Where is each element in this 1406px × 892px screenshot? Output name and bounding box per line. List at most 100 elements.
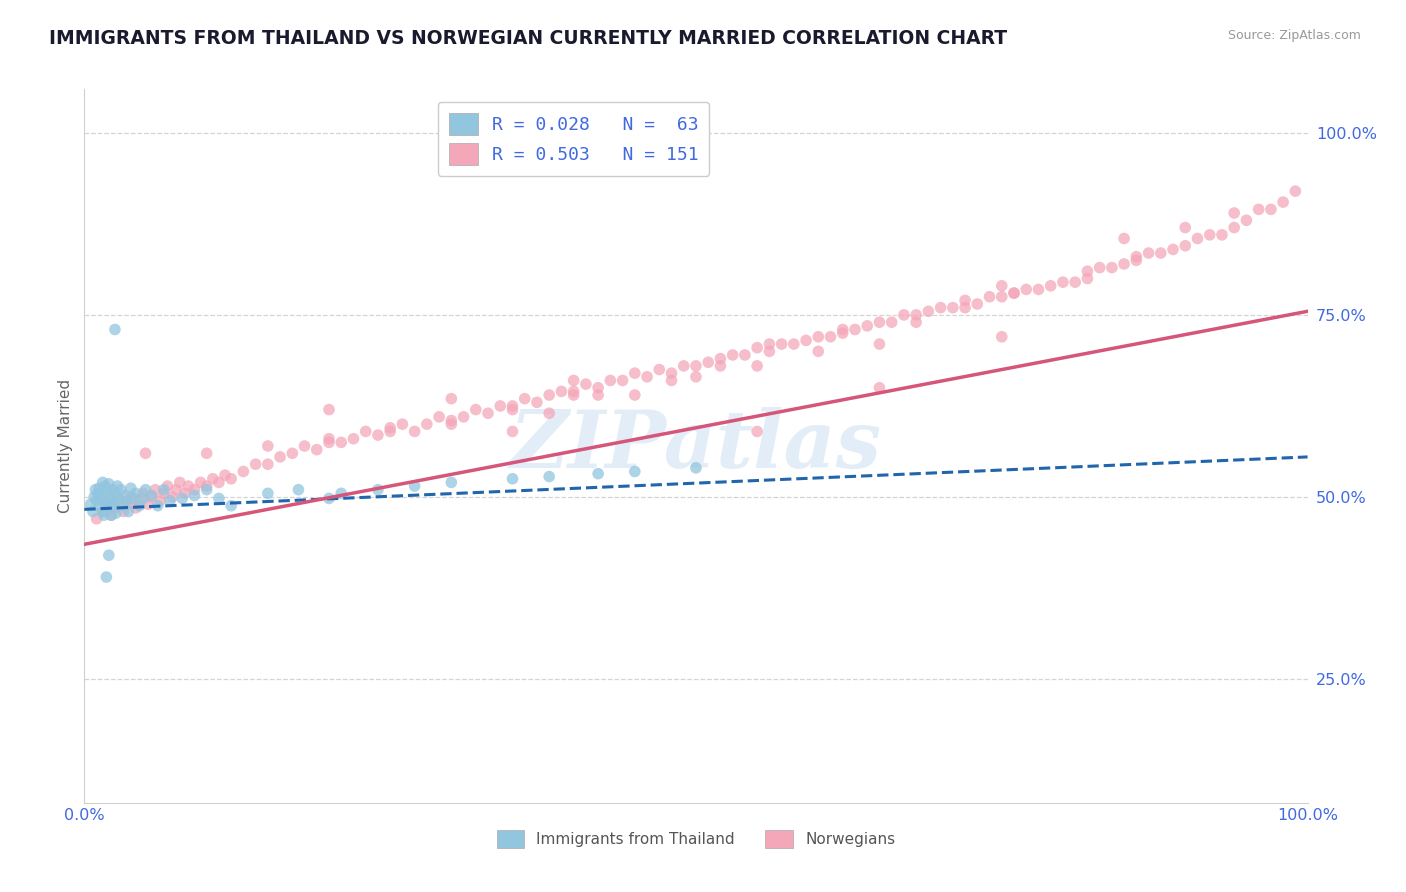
Point bbox=[96, 484, 118, 499]
Point bbox=[464, 402, 486, 417]
Legend: Immigrants from Thailand, Norwegians: Immigrants from Thailand, Norwegians bbox=[489, 822, 903, 855]
Point bbox=[195, 483, 218, 497]
Point bbox=[416, 417, 439, 432]
Point bbox=[110, 483, 132, 497]
Point bbox=[747, 341, 769, 355]
Point bbox=[758, 344, 780, 359]
Point bbox=[905, 315, 928, 329]
Point bbox=[112, 504, 135, 518]
Y-axis label: Currently Married: Currently Married bbox=[58, 379, 73, 513]
Point bbox=[709, 351, 731, 366]
Point bbox=[1174, 220, 1197, 235]
Point bbox=[132, 486, 155, 500]
Point bbox=[844, 322, 866, 336]
Point bbox=[697, 355, 720, 369]
Point bbox=[783, 337, 806, 351]
Point bbox=[114, 489, 136, 503]
Point bbox=[122, 491, 145, 506]
Point bbox=[966, 297, 988, 311]
Point bbox=[90, 489, 112, 503]
Point bbox=[502, 399, 524, 413]
Point bbox=[575, 377, 598, 392]
Point bbox=[208, 491, 231, 506]
Point bbox=[107, 491, 129, 506]
Point bbox=[661, 366, 683, 380]
Point bbox=[893, 308, 915, 322]
Point bbox=[1076, 264, 1098, 278]
Text: ZIPat⁠las: ZIPat⁠las bbox=[510, 408, 882, 484]
Point bbox=[245, 457, 267, 471]
Point bbox=[502, 472, 524, 486]
Point bbox=[101, 483, 124, 497]
Point bbox=[1028, 282, 1050, 296]
Point bbox=[526, 395, 548, 409]
Point bbox=[1137, 246, 1160, 260]
Point bbox=[84, 483, 107, 497]
Point bbox=[1125, 253, 1147, 268]
Point bbox=[177, 479, 200, 493]
Point bbox=[905, 308, 928, 322]
Point bbox=[1223, 220, 1246, 235]
Point bbox=[538, 406, 561, 420]
Point bbox=[93, 508, 115, 523]
Point bbox=[120, 481, 142, 495]
Point bbox=[125, 500, 148, 515]
Point bbox=[1223, 206, 1246, 220]
Point bbox=[685, 369, 707, 384]
Point bbox=[1088, 260, 1111, 275]
Point bbox=[104, 486, 127, 500]
Point bbox=[105, 479, 128, 493]
Point bbox=[79, 497, 101, 511]
Point bbox=[1002, 286, 1025, 301]
Point bbox=[257, 486, 280, 500]
Point bbox=[734, 348, 756, 362]
Point bbox=[318, 432, 340, 446]
Point bbox=[219, 472, 242, 486]
Point bbox=[648, 362, 671, 376]
Point bbox=[143, 483, 166, 497]
Point bbox=[128, 499, 150, 513]
Point bbox=[807, 344, 830, 359]
Point bbox=[586, 388, 609, 402]
Point bbox=[820, 330, 842, 344]
Point bbox=[953, 293, 976, 308]
Point bbox=[91, 475, 114, 490]
Point bbox=[880, 315, 903, 329]
Point bbox=[214, 468, 236, 483]
Point bbox=[104, 496, 127, 510]
Point bbox=[100, 508, 122, 523]
Point bbox=[112, 499, 135, 513]
Point bbox=[489, 399, 512, 413]
Point bbox=[550, 384, 572, 399]
Point bbox=[183, 483, 205, 497]
Point bbox=[318, 435, 340, 450]
Point bbox=[538, 388, 561, 402]
Point bbox=[257, 457, 280, 471]
Point bbox=[404, 425, 426, 439]
Point bbox=[94, 479, 117, 493]
Text: Source: ZipAtlas.com: Source: ZipAtlas.com bbox=[1227, 29, 1361, 43]
Point bbox=[1150, 246, 1173, 260]
Point bbox=[165, 483, 187, 497]
Point bbox=[97, 500, 120, 515]
Point bbox=[149, 493, 172, 508]
Point bbox=[117, 504, 139, 518]
Point bbox=[82, 504, 104, 518]
Point bbox=[1064, 275, 1087, 289]
Point bbox=[232, 465, 254, 479]
Point bbox=[991, 278, 1014, 293]
Point bbox=[1187, 231, 1209, 245]
Point bbox=[162, 490, 184, 504]
Point bbox=[427, 409, 450, 424]
Point bbox=[807, 330, 830, 344]
Point bbox=[190, 475, 212, 490]
Point bbox=[107, 493, 129, 508]
Point bbox=[942, 301, 965, 315]
Point bbox=[367, 483, 389, 497]
Point bbox=[1002, 286, 1025, 301]
Point bbox=[195, 479, 218, 493]
Point bbox=[173, 486, 195, 500]
Point bbox=[318, 402, 340, 417]
Point bbox=[103, 499, 125, 513]
Point bbox=[1161, 243, 1184, 257]
